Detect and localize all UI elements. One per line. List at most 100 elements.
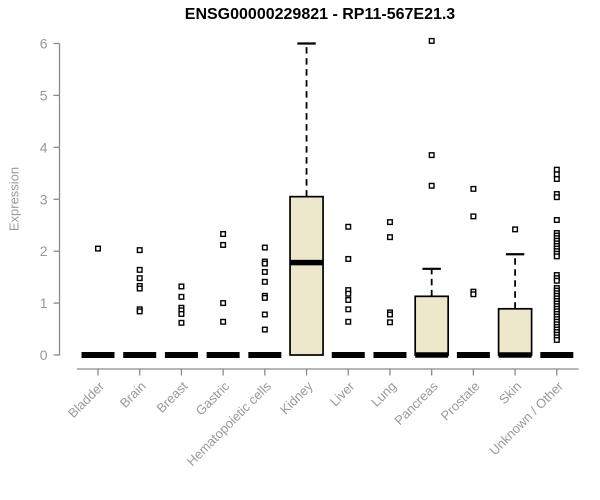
outliers <box>428 37 435 189</box>
outlier-point <box>345 255 352 262</box>
boxplot-pancreas <box>414 37 450 358</box>
outlier-point <box>220 318 227 325</box>
y-tick-label: 0 <box>40 347 48 363</box>
y-tick-label: 3 <box>40 191 48 207</box>
outlier-point <box>136 266 143 273</box>
outliers <box>386 219 393 326</box>
outlier-point <box>345 223 352 230</box>
category-label: Brain <box>117 379 149 411</box>
boxplot-unknown-other <box>540 166 574 358</box>
outlier-point <box>553 171 560 178</box>
boxplot-bladder <box>81 245 115 358</box>
outlier-point <box>261 244 268 251</box>
outlier-point <box>136 285 143 292</box>
median-line <box>415 352 449 358</box>
outlier-point <box>553 217 560 224</box>
y-tick-label: 2 <box>40 243 48 259</box>
category-label: Breast <box>153 378 190 415</box>
category-label: Prostate <box>438 379 483 424</box>
median-line <box>290 259 324 266</box>
outlier-point <box>470 291 477 298</box>
median-line <box>123 352 157 358</box>
box <box>289 195 324 356</box>
y-tick-label: 5 <box>40 87 48 103</box>
outlier-point <box>261 326 268 333</box>
outliers <box>220 231 227 325</box>
median-line <box>540 352 574 358</box>
boxplot-lung <box>373 219 407 358</box>
outliers <box>512 226 519 233</box>
outlier-point <box>345 306 352 313</box>
boxplot-breast <box>164 283 198 358</box>
outliers <box>553 166 560 343</box>
category-label: Gastric <box>193 378 233 418</box>
outlier-point <box>261 278 268 285</box>
outlier-point <box>261 268 268 275</box>
outlier-point <box>553 194 560 201</box>
category-label: Liver <box>327 378 358 409</box>
outlier-point <box>345 296 352 303</box>
outlier-point <box>220 231 227 238</box>
outlier-point <box>553 166 560 173</box>
median-line <box>206 352 240 358</box>
outlier-point <box>178 283 185 290</box>
median-line <box>456 352 490 358</box>
y-tick-label: 6 <box>40 36 48 52</box>
outlier-point <box>178 293 185 300</box>
outlier-point <box>345 290 352 297</box>
outlier-point <box>261 260 268 267</box>
outlier-point <box>512 226 519 233</box>
outlier-point <box>178 319 185 326</box>
median-line <box>248 352 282 358</box>
outlier-point <box>136 275 143 282</box>
median-line <box>373 352 407 358</box>
outlier-point <box>178 310 185 317</box>
outlier-point <box>220 300 227 307</box>
outlier-point <box>428 182 435 189</box>
boxplot-liver <box>331 223 365 358</box>
outliers <box>261 244 268 333</box>
chart-title: ENSG00000229821 - RP11-567E21.3 <box>184 6 456 23</box>
outliers <box>94 245 101 252</box>
outlier-point <box>345 318 352 325</box>
category-label: Pancreas <box>391 378 441 428</box>
category-label: Unknown / Other <box>486 378 566 458</box>
outliers <box>136 247 143 315</box>
boxplot-skin <box>497 226 533 358</box>
outliers <box>470 185 477 298</box>
outlier-point <box>261 294 268 301</box>
outlier-point <box>470 185 477 192</box>
box <box>414 295 450 356</box>
y-tick-label: 1 <box>40 295 48 311</box>
outlier-point <box>428 152 435 159</box>
category-label: Skin <box>496 379 524 407</box>
outlier-point <box>386 219 393 226</box>
outlier-point <box>428 37 435 44</box>
outlier-point <box>261 311 268 318</box>
outlier-point <box>94 245 101 252</box>
median-line <box>498 352 532 358</box>
median-line <box>164 352 198 358</box>
median-line <box>81 352 115 358</box>
boxplot-prostate <box>456 185 490 358</box>
category-label: Kidney <box>277 378 316 417</box>
boxplot-kidney <box>289 42 324 356</box>
outlier-point <box>136 308 143 315</box>
boxplot-gastric <box>206 231 240 358</box>
outliers <box>178 283 185 326</box>
outlier-point <box>220 241 227 248</box>
outliers <box>345 223 352 325</box>
outlier-point <box>553 336 560 343</box>
outlier-point <box>553 176 560 183</box>
boxplot-brain <box>123 247 157 358</box>
median-line <box>331 352 365 358</box>
outlier-point <box>386 319 393 326</box>
category-label: Bladder <box>65 378 108 421</box>
outlier-point <box>470 213 477 220</box>
boxplot-hematopoietic-cells <box>248 244 282 358</box>
outlier-point <box>553 253 560 260</box>
box <box>497 307 533 356</box>
